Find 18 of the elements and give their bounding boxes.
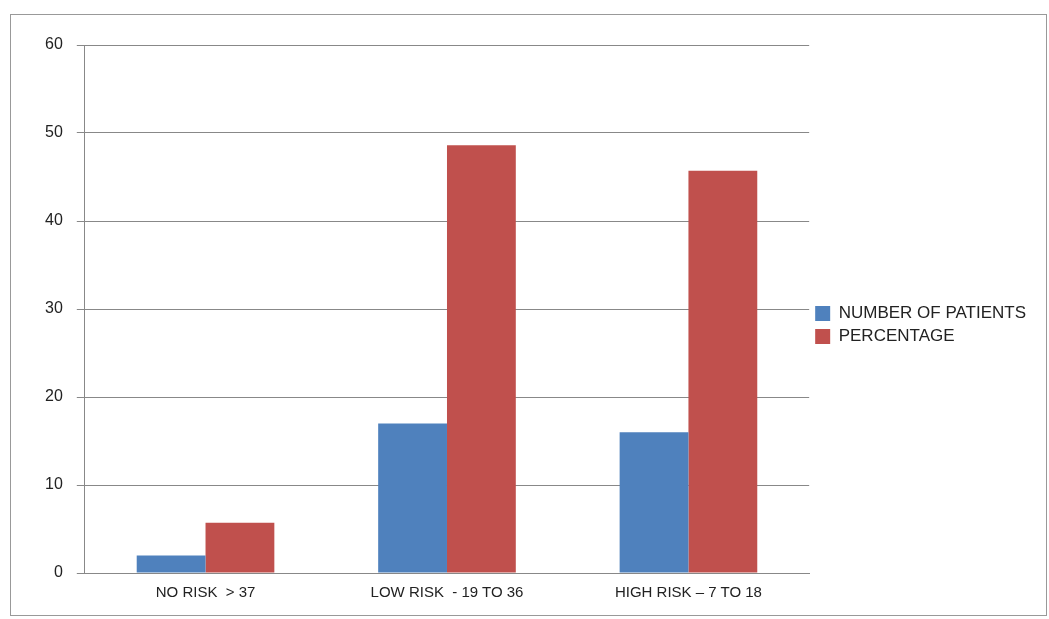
x-tick-label: LOW RISK - 19 TO 36 <box>370 583 524 601</box>
y-tick-label: 10 <box>45 475 63 493</box>
bar <box>619 432 689 573</box>
y-tick-label: 50 <box>45 123 63 141</box>
legend-label: PERCENTAGE <box>838 326 955 346</box>
x-tick-label: HIGH RISK – 7 TO 18 <box>614 583 762 601</box>
legend-label: NUMBER OF PATIENTS <box>838 303 1026 323</box>
y-tick-label: 20 <box>45 387 63 405</box>
y-tick-label: 0 <box>53 563 63 581</box>
y-tick-label: 40 <box>45 211 63 229</box>
y-tick-label: 60 <box>45 35 63 53</box>
y-tick-label: 30 <box>45 299 63 317</box>
bar <box>688 170 758 573</box>
bar <box>136 555 206 573</box>
x-tick-label: NO RISK > 37 <box>155 583 256 601</box>
bar <box>205 522 275 573</box>
bar <box>446 145 516 573</box>
bar <box>378 423 447 573</box>
